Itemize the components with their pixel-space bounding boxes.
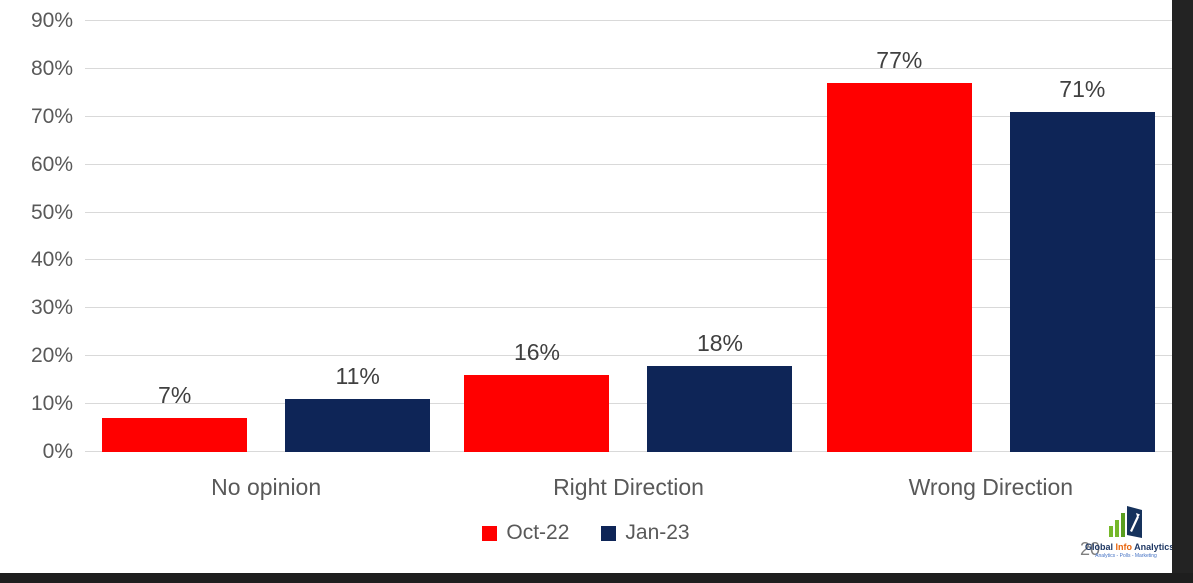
gridline (85, 403, 1172, 405)
bar-value-label: 11% (335, 363, 380, 390)
category-label: Right Direction (553, 474, 704, 500)
bar-value-label: 16% (513, 339, 561, 366)
bar-value-label: 7% (158, 382, 192, 409)
category-label: Wrong Direction (908, 474, 1074, 500)
y-axis-tick-label: 50% (30, 200, 73, 224)
bar: 11% (285, 363, 431, 452)
legend-label: Jan-23 (625, 521, 690, 544)
legend-swatch (482, 525, 498, 541)
page-number: 20 (1080, 539, 1101, 559)
y-axis-tick-label: 20% (30, 344, 73, 368)
company-logo: Global Info Analytics Analytics - Polls … (1085, 504, 1174, 559)
window-edge-right (1172, 0, 1193, 583)
bar: 77% (826, 47, 972, 452)
gridline (85, 163, 1172, 165)
y-axis-tick-label: 60% (30, 152, 73, 176)
legend-label: Oct-22 (506, 521, 570, 544)
y-axis: 0% 10% 20% 30% 40% 50% 60% 70% 80% 90% (0, 9, 73, 463)
gridline (85, 67, 1172, 69)
logo-icon (1109, 506, 1142, 538)
window-edge-bottom (0, 573, 1193, 583)
bar-group: 7% 11% (85, 21, 447, 452)
bar: 16% (464, 339, 610, 452)
logo-tagline: Analytics - Polls - Marketing (1095, 553, 1157, 559)
category-label: No opinion (211, 474, 322, 500)
plot-area: 7% 11% 16% 18% 77% 71% (85, 20, 1172, 452)
bar-group: 77% 71% (810, 21, 1172, 452)
bar-value-label: 18% (696, 329, 744, 356)
gridline (85, 307, 1172, 309)
legend-item: Oct-22 (482, 521, 569, 545)
y-axis-tick-label: 0% (42, 440, 73, 463)
y-axis-tick-label: 70% (30, 104, 73, 128)
y-axis-tick-label: 90% (30, 9, 73, 32)
logo-name-part: Analytics (1132, 542, 1175, 552)
y-axis-tick-label: 80% (30, 56, 73, 80)
gridline (85, 211, 1172, 213)
gridline (85, 115, 1172, 117)
logo-name: Global Info Analytics (1085, 542, 1174, 552)
y-axis-tick-label: 10% (30, 392, 73, 416)
gridline (85, 355, 1172, 357)
logo-name-part: Info (1113, 542, 1133, 552)
bar: 18% (647, 330, 793, 452)
legend-swatch (601, 525, 617, 541)
bar-groups: 7% 11% 16% 18% 77% 71% (85, 21, 1172, 452)
gridline (85, 259, 1172, 261)
bar: 71% (1009, 76, 1155, 452)
legend-item: Jan-23 (601, 521, 690, 545)
x-axis: No opinion Right Direction Wrong Direction (85, 474, 1172, 501)
bar-value-label: 77% (876, 47, 923, 74)
y-axis-tick-label: 30% (30, 296, 73, 320)
y-axis-tick-label: 40% (30, 248, 73, 272)
bar-value-label: 71% (1059, 76, 1106, 102)
gridline (85, 20, 1172, 21)
bar: 7% (102, 382, 248, 452)
logo-name-part: Global (1085, 542, 1114, 552)
legend: Oct-22 Jan-23 (0, 521, 1172, 545)
bar-group: 16% 18% (447, 21, 809, 452)
gridline (85, 451, 1172, 452)
